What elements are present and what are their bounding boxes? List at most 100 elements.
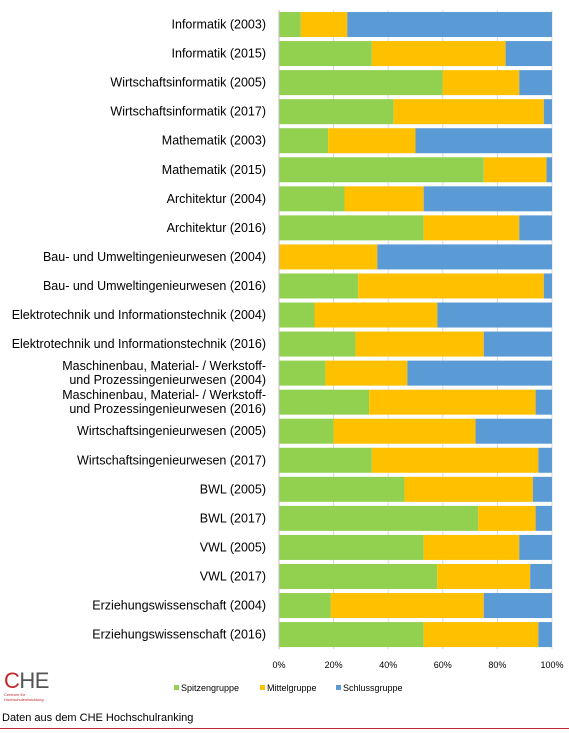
bar-segment — [535, 505, 552, 531]
bar-segment — [279, 360, 326, 386]
category-label: VWL (2005) — [200, 540, 266, 554]
bar-segment — [279, 215, 424, 241]
bar-segment — [279, 622, 424, 648]
x-tick-label: 0% — [272, 660, 285, 670]
legend-label: Spitzengruppe — [181, 683, 239, 693]
legend-swatch — [260, 685, 265, 690]
legend-label: Schlussgruppe — [343, 683, 403, 693]
bar-segment — [371, 447, 539, 473]
x-tick-label: 80% — [488, 660, 506, 670]
bar-segment — [423, 622, 539, 648]
bar-segment — [369, 389, 536, 415]
category-label: Architektur (2016) — [167, 221, 266, 235]
bar-segment — [314, 302, 438, 328]
category-label: Elektrotechnik und Informationstechnik (… — [12, 308, 266, 322]
bar-segment — [279, 186, 345, 212]
bar-segment — [483, 593, 552, 619]
bar-segment — [279, 99, 394, 125]
bar-segment — [437, 563, 531, 589]
bar-segment — [347, 12, 552, 38]
category-label: Bau- und Umweltingenieurwesen (2016) — [43, 279, 266, 293]
bar-segment — [407, 360, 552, 386]
bar-segment — [478, 505, 536, 531]
bar-segment — [279, 389, 370, 415]
bar-segment — [483, 331, 552, 357]
category-label: Architektur (2004) — [167, 192, 266, 206]
bar-segment — [538, 622, 552, 648]
bar-segment — [393, 99, 544, 125]
logo-initial: C — [4, 668, 20, 693]
category-label: Informatik (2003) — [172, 18, 266, 32]
bar-segment — [505, 41, 552, 67]
category-label: Mathematik (2015) — [162, 163, 266, 177]
bar-segment — [483, 157, 547, 183]
category-label: Wirtschaftsingenieurwesen (2017) — [77, 453, 266, 467]
footer-rule — [0, 728, 569, 729]
bar-segment — [423, 215, 520, 241]
x-tick-label: 20% — [325, 660, 343, 670]
legend-swatch — [174, 685, 179, 690]
bar-segment — [475, 418, 552, 444]
bar-segment — [423, 186, 552, 212]
legend-label: Mittelgruppe — [267, 683, 317, 693]
bar-segment — [437, 302, 552, 328]
bar-segment — [279, 593, 331, 619]
bar-segment — [279, 128, 329, 154]
bar-segment — [333, 418, 476, 444]
bar-segment — [279, 418, 334, 444]
bar-segment — [279, 476, 405, 502]
bar-segment — [546, 157, 552, 183]
category-label: Wirtschaftsinformatik (2017) — [110, 105, 266, 119]
bar-segment — [532, 476, 552, 502]
bar-segment — [330, 593, 484, 619]
bar-segment — [519, 70, 552, 96]
bar-segment — [279, 447, 372, 473]
bar-segment — [530, 563, 552, 589]
che-logo: CHE Centrum für Hochschulentwicklung — [4, 670, 64, 710]
bar-segment — [358, 273, 544, 299]
bar-segment — [328, 128, 416, 154]
legend-swatch — [336, 685, 341, 690]
logo-subtitle: Centrum für Hochschulentwicklung — [4, 692, 44, 702]
bar-segment — [279, 563, 438, 589]
bar-segment — [344, 186, 424, 212]
bar-segment — [279, 505, 479, 531]
bar-segment — [442, 70, 520, 96]
bar-segment — [325, 360, 408, 386]
bar-segment — [279, 12, 301, 38]
bar-segment — [423, 534, 520, 560]
bar-segment — [543, 273, 552, 299]
footer-note: Daten aus dem CHE Hochschulranking — [2, 712, 194, 724]
x-tick-label: 40% — [379, 660, 397, 670]
bar-segment — [519, 215, 552, 241]
category-label: und Prozessingenieurwesen (2004) — [69, 373, 266, 387]
category-label: BWL (2005) — [200, 482, 266, 496]
bar-segment — [415, 128, 552, 154]
category-label: und Prozessingenieurwesen (2016) — [69, 402, 266, 416]
category-label: Erziehungswissenschaft (2004) — [92, 599, 266, 613]
bar-segment — [519, 534, 552, 560]
logo-rest: HE — [19, 668, 49, 693]
bar-segment — [300, 12, 348, 38]
category-label: Elektrotechnik und Informationstechnik (… — [12, 337, 266, 351]
bar-segment — [279, 534, 424, 560]
category-label: BWL (2017) — [200, 511, 266, 525]
category-label: Informatik (2015) — [172, 47, 266, 61]
bar-segment — [377, 244, 552, 270]
bar-segment — [279, 273, 359, 299]
category-label: Maschinenbau, Material- / Werkstoff- — [62, 359, 266, 373]
bar-segment — [355, 331, 484, 357]
bar-segment — [371, 41, 506, 67]
category-label: Maschinenbau, Material- / Werkstoff- — [62, 388, 266, 402]
bar-segment — [279, 41, 372, 67]
category-label: Erziehungswissenschaft (2016) — [92, 628, 266, 642]
bar-segment — [279, 244, 378, 270]
bar-segment — [279, 302, 315, 328]
bar-segment — [279, 157, 484, 183]
x-tick-label: 100% — [540, 660, 563, 670]
x-tick-label: 60% — [434, 660, 452, 670]
category-label: Bau- und Umweltingenieurwesen (2004) — [43, 250, 266, 264]
bar-segment — [538, 447, 552, 473]
bar-segment — [279, 331, 356, 357]
